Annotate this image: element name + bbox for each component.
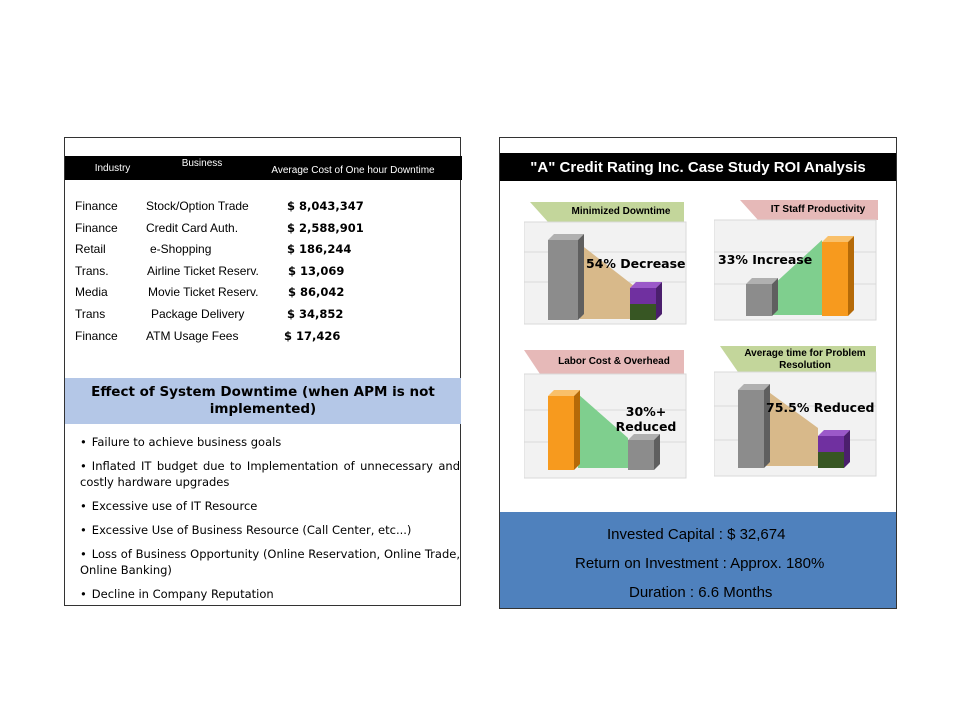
cell-business: Package Delivery (151, 307, 245, 321)
cell-industry: Finance (75, 199, 118, 213)
roi-title: "A" Credit Rating Inc. Case Study ROI An… (500, 153, 896, 181)
cell-business: ATM Usage Fees (146, 329, 239, 343)
effect-title: Effect of System Downtime (when APM is n… (65, 378, 461, 424)
card-value: 75.5% Reduced (766, 400, 875, 415)
card-label: Minimized Downtime (571, 206, 671, 217)
cell-business: Stock/Option Trade (146, 199, 249, 213)
roi-card-minimized-downtime: Minimized Downtime 54% Decrease (524, 200, 690, 325)
duration: Duration : 6.6 Months (629, 584, 773, 601)
cell-cost: $ 86,042 (288, 285, 345, 299)
bullet-item: Loss of Business Opportunity (Online Res… (80, 546, 460, 578)
cell-business: e-Shopping (150, 242, 212, 256)
cell-cost: $ 13,069 (288, 264, 345, 278)
card-label: IT Staff Productivity (770, 204, 866, 215)
cell-industry: Trans (75, 307, 106, 321)
cell-industry: Finance (75, 221, 118, 235)
header-industry: Industry (65, 156, 160, 180)
cell-cost: $ 17,426 (284, 329, 341, 343)
cell-cost: $ 34,852 (287, 307, 344, 321)
roi-card-it-staff-productivity: IT Staff Productivity 33% Increase (714, 200, 880, 321)
card-value: 33% Increase (718, 252, 813, 267)
roi-card-graphic (524, 350, 687, 479)
card-label: Average time for Problem Resolution (744, 348, 866, 371)
cell-industry: Finance (75, 329, 118, 343)
cell-industry: Media (75, 285, 108, 299)
roi-card-graphic (714, 346, 877, 477)
card-value: 54% Decrease (586, 256, 686, 271)
cell-industry: Trans. (75, 264, 109, 278)
header-cost: Average Cost of One hour Downtime (244, 156, 462, 180)
bullet-item: Decline in Company Reputation (80, 586, 460, 602)
cell-business: Airline Ticket Reserv. (147, 264, 259, 278)
cell-business: Credit Card Auth. (146, 221, 239, 235)
roi-summary: Invested Capital : $ 32,674 Return on In… (500, 512, 896, 608)
card-label: Labor Cost & Overhead (558, 356, 670, 367)
header-business: Business (160, 156, 244, 180)
roi-card-graphic (714, 200, 878, 321)
bullet-item: Inflated IT budget due to Implementation… (80, 458, 460, 490)
roi-panel: "A" Credit Rating Inc. Case Study ROI An… (499, 137, 897, 609)
downtime-cost-panel: Industry Business Average Cost of One ho… (64, 137, 462, 606)
cell-cost: $ 8,043,347 (287, 199, 364, 213)
bullet-item: Excessive Use of Business Resource (Call… (80, 522, 460, 538)
roi-card-labor-cost: Labor Cost & Overhead 30%+ Reduced (524, 350, 690, 479)
card-value: 30%+ Reduced (615, 404, 677, 434)
bullet-item: Failure to achieve business goals (80, 434, 460, 450)
cell-industry: Retail (75, 242, 106, 256)
cell-business: Movie Ticket Reserv. (148, 285, 259, 299)
roi-card-graphic (524, 202, 687, 325)
cell-cost: $ 186,244 (287, 242, 352, 256)
cell-cost: $ 2,588,901 (287, 221, 364, 235)
roi-card-problem-resolution: Average time for Problem Resolution 75.5… (714, 344, 880, 477)
invested-capital: Invested Capital : $ 32,674 (607, 526, 786, 543)
bullet-item: Excessive use of IT Resource (80, 498, 460, 514)
return-on-investment: Return on Investment : Approx. 180% (575, 555, 825, 572)
